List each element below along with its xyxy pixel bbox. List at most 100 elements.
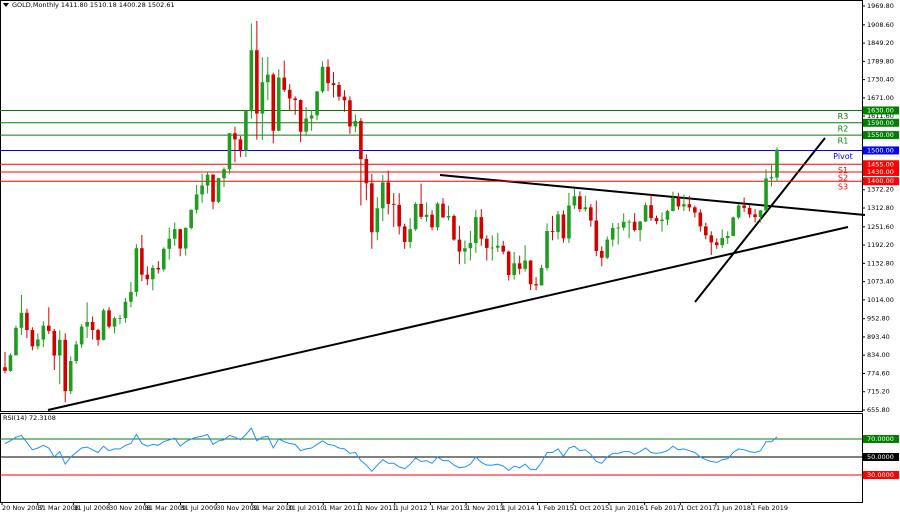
level-name: S3: [838, 183, 848, 192]
trendline: [694, 137, 826, 303]
candle-body: [19, 312, 24, 328]
y-tick-label: 715.20: [867, 388, 890, 396]
y-tick-label: 1908.60: [867, 21, 894, 29]
candle-body: [605, 239, 610, 258]
x-tick-label: 31 Jul 2009: [181, 504, 218, 512]
chart-title: GOLD,Monthly 1411.80 1510.18 1400.28 150…: [12, 1, 175, 9]
candle-body: [704, 226, 708, 236]
level-label-box: [863, 118, 899, 127]
x-tick-label: 1 Mar 2013: [430, 504, 467, 512]
x-tick-label: 31 Jul 2010: [288, 504, 325, 512]
candle-body: [57, 339, 62, 356]
candle-body: [145, 274, 150, 280]
candle-body: [107, 310, 111, 327]
candle-body: [545, 230, 549, 268]
candle-body: [660, 219, 664, 222]
candle-body: [665, 211, 670, 220]
candle-body: [457, 239, 462, 252]
candle-body: [238, 139, 243, 151]
candle-body: [293, 98, 297, 101]
y-tick-label: 1372.20: [867, 186, 894, 194]
candle-body: [85, 322, 89, 327]
candle-body: [348, 100, 352, 127]
price-panel-frame: [0, 0, 863, 412]
x-tick-label: 1 Oct 2017: [680, 504, 716, 512]
candle-body: [353, 120, 358, 127]
candle-body: [298, 100, 303, 132]
candle-body: [589, 207, 593, 221]
candle-body: [134, 248, 139, 292]
candle-body: [52, 330, 57, 356]
menu-arrow[interactable]: [3, 3, 9, 7]
candle-body: [282, 77, 287, 90]
candle-body: [714, 242, 719, 246]
y-tick-label: 655.80: [867, 406, 890, 414]
candle-body: [446, 215, 451, 218]
x-tick-label: 31 Mar 2008: [38, 504, 79, 512]
rsi-level-label: 50.0000: [867, 453, 894, 461]
x-tick-label: 1 Oct 2015: [573, 504, 609, 512]
candle-body: [528, 260, 533, 285]
candle-body: [96, 329, 100, 340]
candle-body: [534, 284, 538, 286]
candle-body: [479, 217, 484, 239]
level-name: Pivot: [833, 152, 853, 161]
candle-body: [359, 120, 363, 160]
candle-body: [101, 310, 106, 340]
candle-body: [578, 196, 582, 210]
x-tick-label: 1 Feb 2017: [645, 504, 681, 512]
candle-body: [233, 133, 237, 140]
candle-body: [682, 204, 686, 207]
candle-body: [260, 82, 265, 114]
y-tick-label: 1073.40: [867, 278, 894, 286]
candle-body: [441, 203, 445, 218]
candle-body: [583, 207, 588, 210]
candle-body: [189, 209, 193, 228]
rsi-line: [4, 427, 778, 473]
y-tick-label: 1312.80: [867, 204, 894, 212]
candle-body: [74, 344, 78, 362]
x-tick-label: 31 Mar 2009: [145, 504, 186, 512]
candle-body: [501, 245, 506, 252]
candle-body: [709, 235, 714, 243]
rsi-level-label: 70.0000: [867, 435, 894, 443]
candle-body: [720, 238, 725, 246]
candle-body: [337, 84, 341, 97]
candle-body: [320, 66, 325, 92]
candle-body: [693, 207, 697, 213]
candle-body: [255, 50, 259, 114]
x-tick-label: 1 Nov 2011: [359, 504, 397, 512]
candle-body: [25, 312, 29, 330]
level-label-box: [863, 167, 899, 176]
y-tick-label: 774.60: [867, 369, 890, 377]
candle-body: [413, 203, 418, 230]
candle-body: [79, 326, 84, 345]
candle-body: [687, 204, 692, 208]
candle-body: [731, 217, 735, 236]
candle-body: [370, 183, 374, 233]
candle-body: [654, 218, 659, 222]
candle-body: [315, 91, 319, 116]
y-tick-label: 1671.00: [867, 94, 894, 102]
level-name: R1: [838, 137, 849, 146]
y-tick-label: 1849.20: [867, 39, 894, 47]
y-tick-label: 1251.60: [867, 223, 894, 231]
level-label-box: [863, 177, 899, 186]
candle-body: [375, 208, 380, 233]
x-tick-label: 1 Jun 2016: [609, 504, 644, 512]
candle-body: [364, 159, 369, 184]
candle-body: [621, 221, 626, 228]
level-label-box: [863, 146, 899, 155]
level-label-box: [863, 106, 899, 115]
candle-body: [167, 238, 172, 249]
candle-body: [517, 263, 522, 269]
candle-body: [419, 203, 423, 217]
candle-body: [3, 367, 7, 371]
candle-body: [550, 230, 555, 232]
candle-body: [391, 203, 396, 205]
x-tick-label: 1 Mar 2011: [323, 504, 360, 512]
level-label: 1500.00: [867, 146, 894, 154]
candle-body: [47, 325, 51, 331]
y-tick-label: 893.40: [867, 333, 890, 341]
level-label: 1590.00: [867, 119, 894, 127]
